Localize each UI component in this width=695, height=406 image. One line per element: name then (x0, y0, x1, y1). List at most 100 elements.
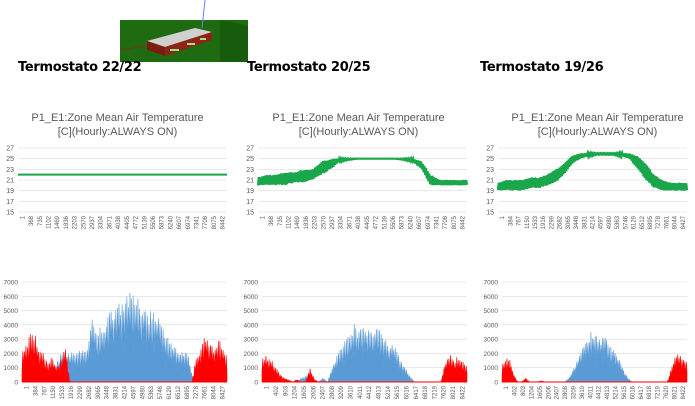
x-tick-label: 4772 (374, 215, 380, 229)
x-tick-label: 6818 (423, 385, 429, 399)
x-tick-label: 368 (269, 215, 275, 226)
y-tick-label: 2000 (244, 351, 259, 358)
x-tick-label: 6016 (404, 385, 410, 399)
x-tick-label: 2937 (330, 215, 336, 229)
x-tick-label: 6417 (639, 385, 645, 399)
y-tick-label: 7000 (4, 280, 19, 287)
y-tick-label: 23 (486, 167, 494, 174)
x-tick-label: 4405 (125, 215, 131, 229)
x-tick-label: 7219 (656, 385, 662, 399)
x-tick-label: 1150 (51, 385, 57, 399)
y-tick-label: 23 (6, 167, 14, 174)
x-tick-label: 3448 (574, 215, 580, 229)
x-tick-label: 7620 (664, 385, 670, 399)
x-tick-label: 2299 (549, 215, 555, 229)
y-tick-label: 5000 (4, 308, 19, 315)
x-tick-label: 5615 (395, 385, 401, 399)
x-tick-label: 3831 (114, 385, 120, 399)
x-tick-label: 6240 (408, 215, 414, 229)
x-tick-label: 5873 (160, 215, 166, 229)
x-tick-label: 4214 (591, 215, 597, 229)
chart-subtitle-line: [C](Hourly:ALWAYS ON) (57, 126, 178, 138)
x-tick-label: 4011 (588, 385, 594, 399)
chart-title-1: P1_E1:Zone Mean Air Temperature [C](Hourl… (0, 111, 235, 139)
x-tick-label: 2203 (73, 215, 79, 229)
x-tick-label: 3209 (571, 385, 577, 399)
x-tick-label: 3065 (96, 385, 102, 399)
x-tick-label: 4772 (134, 215, 140, 229)
temperature-series-line (256, 154, 469, 186)
x-tick-label: 3209 (339, 385, 345, 399)
x-tick-label: 6016 (630, 385, 636, 399)
x-tick-label: 2808 (563, 385, 569, 399)
x-tick-label: 767 (42, 385, 48, 396)
x-tick-label: 8021 (672, 385, 678, 399)
chart-subtitle-line: [C](Hourly:ALWAYS ON) (537, 126, 658, 138)
x-tick-label: 2203 (313, 215, 319, 229)
x-tick-label: 1916 (69, 385, 75, 399)
x-tick-label: 7708 (443, 215, 449, 229)
x-tick-label: 735 (38, 215, 44, 226)
x-tick-label: 2937 (90, 215, 96, 229)
x-tick-label: 5363 (615, 215, 621, 229)
x-tick-label: 8427 (221, 385, 227, 399)
chart-title-2: P1_E1:Zone Mean Air Temperature [C](Hourl… (241, 111, 476, 139)
x-tick-label: 1 (260, 215, 266, 219)
x-tick-label: 8021 (451, 385, 457, 399)
y-tick-label: 25 (6, 156, 14, 163)
x-tick-label: 7620 (442, 385, 448, 399)
x-tick-label: 2299 (78, 385, 84, 399)
x-tick-label: 803 (283, 385, 289, 396)
y-tick-label: 1000 (244, 365, 259, 372)
y-tick-label: 4000 (484, 322, 499, 329)
x-tick-label: 4038 (116, 215, 122, 229)
x-tick-label: 5214 (386, 385, 392, 399)
y-tick-label: 19 (6, 188, 14, 195)
temperature-chart-20-25: 15 17 19 21 23 25 27 1 368 735 1102 1469 1836 2203 257… (246, 146, 469, 229)
x-tick-label: 8422 (460, 385, 466, 399)
y-tick-label: 5000 (244, 308, 259, 315)
y-tick-label: 27 (246, 146, 254, 153)
x-tick-label: 767 (517, 215, 523, 226)
y-tick-label: 17 (486, 199, 494, 206)
x-tick-label: 1102 (286, 215, 292, 229)
heading-thermostat-19-26: Termostato 19/26 (480, 60, 604, 75)
y-tick-label: 27 (6, 146, 14, 153)
x-tick-label: 5873 (400, 215, 406, 229)
x-tick-label: 4813 (605, 385, 611, 399)
x-tick-label: 8427 (681, 215, 687, 229)
x-tick-label: 4980 (607, 215, 613, 229)
x-tick-label: 1102 (46, 215, 52, 229)
y-tick-label: 4000 (244, 322, 259, 329)
y-tick-label: 0 (254, 380, 258, 387)
y-tick-label: 7000 (484, 280, 499, 287)
y-tick-label: 4000 (4, 322, 19, 329)
x-tick-label: 6417 (414, 385, 420, 399)
x-tick-label: 7708 (203, 215, 209, 229)
x-tick-label: 1605 (302, 385, 308, 399)
x-tick-label: 3610 (349, 385, 355, 399)
x-tick-label: 3065 (566, 215, 572, 229)
x-tick-label: 8044 (212, 385, 218, 399)
x-tick-label: 8422 (681, 385, 687, 399)
y-tick-label: 7000 (244, 280, 259, 287)
x-tick-label: 7278 (194, 385, 200, 399)
x-tick-label: 4412 (367, 385, 373, 399)
load-chart-20-25: 0 1000 2000 3000 4000 5000 6000 7000 1 402 803 1204… (244, 280, 468, 399)
x-tick-label: 2006 (311, 385, 317, 399)
x-tick-label: 1204 (529, 385, 535, 399)
x-tick-label: 6240 (168, 215, 174, 229)
y-tick-label: 27 (486, 146, 494, 153)
x-tick-label: 6895 (648, 215, 654, 229)
x-tick-label: 6974 (186, 215, 192, 229)
x-tick-label: 5506 (151, 215, 157, 229)
x-tick-label: 4038 (356, 215, 362, 229)
y-tick-label: 6000 (484, 294, 499, 301)
x-tick-label: 384 (33, 385, 39, 396)
y-tick-label: 17 (6, 199, 14, 206)
cooling-series-area (262, 323, 467, 383)
x-tick-label: 5615 (622, 385, 628, 399)
y-tick-label: 15 (6, 210, 14, 217)
y-tick-label: 21 (6, 178, 14, 185)
